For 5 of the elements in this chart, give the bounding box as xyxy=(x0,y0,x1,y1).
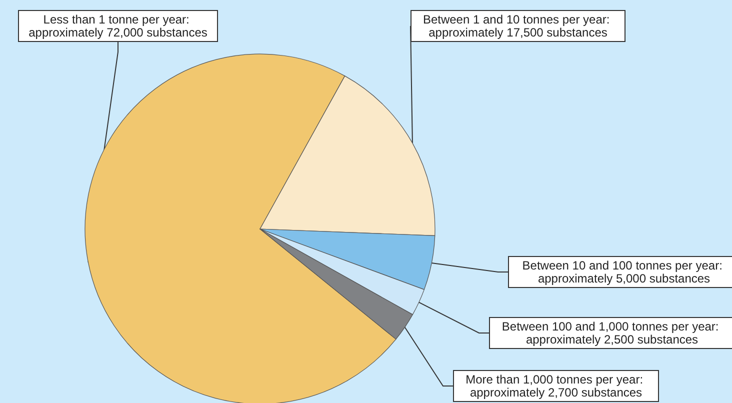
slice-label: Less than 1 tonne per year: approximately 72,000 substances xyxy=(28,12,208,40)
slice-label: More than 1,000 tonnes per year: approximately 2,700 substances xyxy=(466,372,646,400)
slice-label: Between 10 and 100 tonnes per year: approximately 5,000 substances xyxy=(522,258,726,286)
slice-label: Between 1 and 10 tonnes per year: approximately 17,500 substances xyxy=(422,12,614,40)
slice-label: Between 100 and 1,000 tonnes per year: approximately 2,500 substances xyxy=(502,320,722,346)
